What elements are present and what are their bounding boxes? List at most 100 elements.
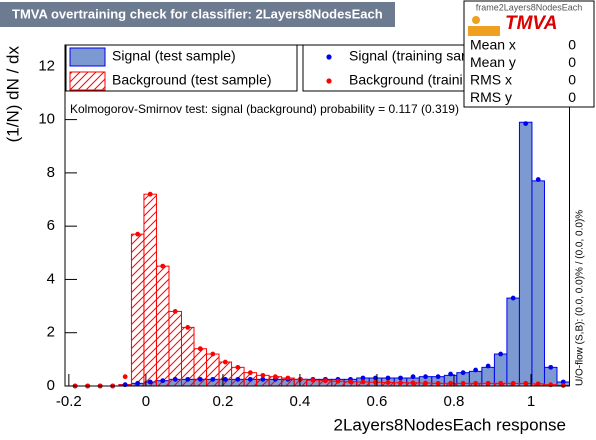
training-point [410,380,416,386]
x-tick-label: 0.6 [367,393,388,410]
training-point [435,380,441,386]
stats-label: Mean y [470,54,516,70]
training-point [147,379,153,385]
training-point [335,378,341,384]
histogram-bar [218,361,233,387]
x-tick-label: 0 [142,393,150,410]
y-tick-label: 2 [47,324,55,341]
training-point [548,364,554,370]
training-point [185,376,191,382]
stats-value: 0 [568,89,576,105]
x-tick-label: 0.8 [444,393,465,410]
training-point [160,378,166,384]
training-point [473,380,479,386]
training-point [135,231,141,237]
training-point [385,380,391,385]
y-axis-label: (1/N) dN / dx [3,46,22,143]
histogram-bar [518,121,533,387]
legend-swatch [69,71,106,91]
logo-bar [468,26,500,36]
training-point [385,375,391,381]
legend-marker [326,54,332,60]
training-point [510,295,516,301]
training-point [360,375,366,381]
training-point [398,375,403,381]
training-point [398,380,403,386]
training-point [360,379,366,385]
legend-label: Signal (training sample) [349,48,496,64]
training-point [435,374,441,380]
training-point [510,380,516,386]
histogram-bar [168,310,182,387]
training-point [348,379,353,385]
legend-label: Signal (test sample) [112,48,236,64]
histogram-bar [531,180,545,387]
training-point [247,370,253,376]
training-point [235,376,241,382]
training-point [460,380,466,386]
training-point [448,380,453,386]
training-point [473,367,479,373]
chart-title: TMVA overtraining check for classifier: … [12,6,383,21]
training-point [222,359,228,365]
training-point [222,376,228,382]
training-point [210,376,216,382]
training-point [122,374,128,380]
training-point [323,378,328,384]
y-tick-label: 12 [38,57,55,74]
training-point [448,371,453,377]
training-point [310,377,316,383]
training-point [185,324,191,330]
legend-label: Background (test sample) [112,72,272,88]
training-point [197,346,203,352]
training-point [498,351,504,357]
stats-label: RMS x [470,72,512,88]
training-point [147,191,153,197]
training-point [423,380,428,386]
training-point [272,374,278,380]
x-axis-label: 2Layers8NodesEach response [334,415,566,434]
training-point [523,121,529,126]
y-tick-label: 8 [47,164,55,181]
histogram-bar [130,233,145,387]
training-point [560,383,566,388]
training-point [535,177,541,182]
stats-value: 0 [568,54,576,70]
training-point [172,376,178,382]
y-tick-label: 4 [47,270,55,287]
x-tick-label: 0.2 [212,393,233,410]
training-point [460,370,466,376]
training-point [523,380,529,386]
training-point [260,372,266,378]
stats-title: frame2Layers8NodesEach [476,2,583,12]
stats-label: RMS y [470,89,512,105]
x-tick-label: -0.2 [56,393,82,410]
training-point [535,381,541,387]
training-point [135,380,141,386]
histogram-bar [231,366,245,387]
training-point [485,380,491,386]
histogram-bar [155,265,170,387]
training-point [410,374,416,380]
overflow-note: U/O-flow (S,B): (0.0, 0.0)% / (0.0, 0.0)… [575,210,586,386]
training-point [498,380,504,386]
training-point [247,376,253,382]
y-tick-label: 0 [47,377,55,394]
x-tick-label: 1 [527,393,535,410]
y-tick-label: 10 [38,111,55,128]
y-tick-label: 6 [47,217,55,234]
stats-label: Mean x [470,37,516,53]
training-point [210,351,216,357]
stats-frame [463,0,595,108]
training-point [197,376,203,382]
training-point [560,379,566,385]
training-point [172,309,178,314]
legend-swatch [69,47,106,67]
stats-value: 0 [568,72,576,88]
training-point [160,263,166,269]
training-point [235,364,241,370]
training-point [485,363,491,369]
training-point [285,375,291,381]
